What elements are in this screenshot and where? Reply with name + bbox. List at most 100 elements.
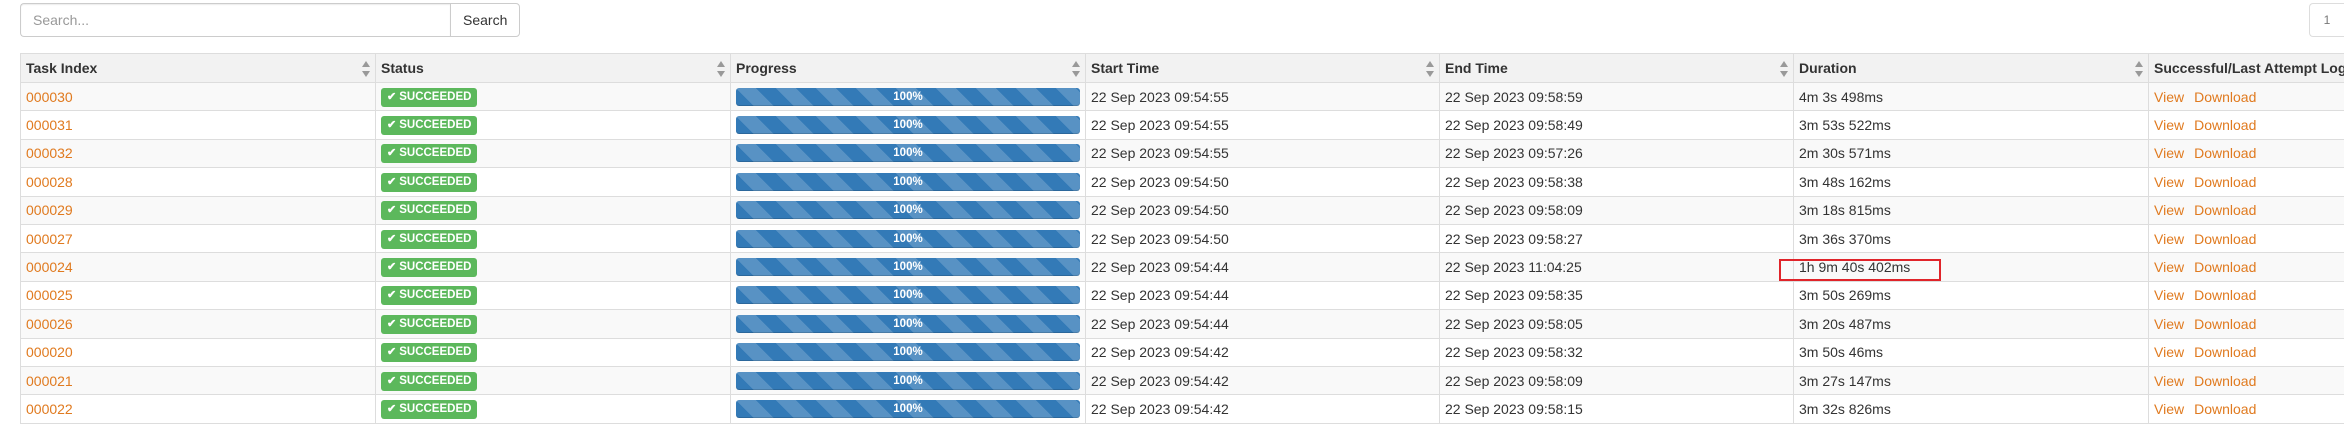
end-time-cell: 22 Sep 2023 09:58:27 <box>1440 224 1794 252</box>
download-log-link[interactable]: Download <box>2194 202 2256 218</box>
progress-label: 100% <box>736 372 1080 390</box>
task-index-link[interactable]: 000031 <box>26 117 73 133</box>
view-log-link[interactable]: View <box>2154 89 2184 105</box>
view-log-link[interactable]: View <box>2154 117 2184 133</box>
view-log-link[interactable]: View <box>2154 344 2184 360</box>
status-cell: ✔SUCCEEDED <box>376 366 731 394</box>
sort-icon[interactable] <box>1426 61 1434 77</box>
pagination-page-button[interactable]: 1 <box>2309 3 2344 37</box>
end-time-cell: 22 Sep 2023 09:57:26 <box>1440 139 1794 167</box>
column-header-task-index[interactable]: Task Index <box>21 54 376 83</box>
check-icon: ✔ <box>387 374 396 389</box>
download-log-link[interactable]: Download <box>2194 373 2256 389</box>
sort-icon[interactable] <box>362 61 370 77</box>
view-log-link[interactable]: View <box>2154 316 2184 332</box>
duration-cell: 3m 18s 815ms <box>1794 196 2149 224</box>
task-table: Task Index Status Progress Start Time En… <box>20 53 2344 424</box>
duration-cell: 2m 30s 571ms <box>1794 139 2149 167</box>
task-index-cell: 000029 <box>21 196 376 224</box>
download-log-link[interactable]: Download <box>2194 231 2256 247</box>
download-log-link[interactable]: Download <box>2194 145 2256 161</box>
column-header-duration[interactable]: Duration <box>1794 54 2149 83</box>
task-index-link[interactable]: 000021 <box>26 373 73 389</box>
status-badge: ✔SUCCEEDED <box>381 343 477 362</box>
status-label: SUCCEEDED <box>399 346 471 358</box>
column-header-start-time[interactable]: Start Time <box>1086 54 1440 83</box>
check-icon: ✔ <box>387 146 396 161</box>
download-log-link[interactable]: Download <box>2194 287 2256 303</box>
progress-bar: 100% <box>736 88 1080 106</box>
view-log-link[interactable]: View <box>2154 401 2184 417</box>
logs-cell: View Download <box>2149 196 2344 224</box>
task-index-link[interactable]: 000029 <box>26 202 73 218</box>
logs-cell: View Download <box>2149 366 2344 394</box>
sort-icon[interactable] <box>2135 61 2143 77</box>
task-index-link[interactable]: 000028 <box>26 174 73 190</box>
status-label: SUCCEEDED <box>399 147 471 159</box>
view-log-link[interactable]: View <box>2154 202 2184 218</box>
progress-cell: 100% <box>731 281 1086 309</box>
column-header-status[interactable]: Status <box>376 54 731 83</box>
progress-label: 100% <box>736 286 1080 304</box>
status-label: SUCCEEDED <box>399 403 471 415</box>
download-log-link[interactable]: Download <box>2194 259 2256 275</box>
status-cell: ✔SUCCEEDED <box>376 196 731 224</box>
column-header-progress[interactable]: Progress <box>731 54 1086 83</box>
status-cell: ✔SUCCEEDED <box>376 338 731 366</box>
column-header-label: Progress <box>736 60 797 76</box>
progress-cell: 100% <box>731 111 1086 139</box>
task-index-link[interactable]: 000032 <box>26 145 73 161</box>
status-cell: ✔SUCCEEDED <box>376 139 731 167</box>
status-label: SUCCEEDED <box>399 289 471 301</box>
check-icon: ✔ <box>387 288 396 303</box>
check-icon: ✔ <box>387 175 396 190</box>
download-log-link[interactable]: Download <box>2194 401 2256 417</box>
task-index-cell: 000030 <box>21 83 376 111</box>
task-index-link[interactable]: 000030 <box>26 89 73 105</box>
view-log-link[interactable]: View <box>2154 174 2184 190</box>
sort-icon[interactable] <box>1072 61 1080 77</box>
check-icon: ✔ <box>387 345 396 360</box>
search-button[interactable]: Search <box>450 3 520 37</box>
end-time-cell: 22 Sep 2023 09:58:32 <box>1440 338 1794 366</box>
status-badge: ✔SUCCEEDED <box>381 315 477 334</box>
progress-cell: 100% <box>731 338 1086 366</box>
sort-icon[interactable] <box>717 61 725 77</box>
download-log-link[interactable]: Download <box>2194 89 2256 105</box>
download-log-link[interactable]: Download <box>2194 344 2256 360</box>
download-log-link[interactable]: Download <box>2194 117 2256 133</box>
logs-cell: View Download <box>2149 168 2344 196</box>
task-index-link[interactable]: 000027 <box>26 231 73 247</box>
task-index-cell: 000031 <box>21 111 376 139</box>
progress-label: 100% <box>736 258 1080 276</box>
progress-bar: 100% <box>736 400 1080 418</box>
download-log-link[interactable]: Download <box>2194 316 2256 332</box>
view-log-link[interactable]: View <box>2154 231 2184 247</box>
view-log-link[interactable]: View <box>2154 145 2184 161</box>
status-badge: ✔SUCCEEDED <box>381 173 477 192</box>
check-icon: ✔ <box>387 90 396 105</box>
duration-cell: 3m 50s 269ms <box>1794 281 2149 309</box>
duration-cell: 3m 20s 487ms <box>1794 310 2149 338</box>
search-input[interactable] <box>20 3 450 37</box>
duration-cell: 3m 53s 522ms <box>1794 111 2149 139</box>
task-index-link[interactable]: 000024 <box>26 259 73 275</box>
status-label: SUCCEEDED <box>399 176 471 188</box>
task-index-link[interactable]: 000022 <box>26 401 73 417</box>
view-log-link[interactable]: View <box>2154 287 2184 303</box>
view-log-link[interactable]: View <box>2154 373 2184 389</box>
view-log-link[interactable]: View <box>2154 259 2184 275</box>
status-cell: ✔SUCCEEDED <box>376 111 731 139</box>
column-header-end-time[interactable]: End Time <box>1440 54 1794 83</box>
sort-icon[interactable] <box>1780 61 1788 77</box>
task-index-cell: 000022 <box>21 395 376 423</box>
task-index-link[interactable]: 000025 <box>26 287 73 303</box>
task-index-link[interactable]: 000020 <box>26 344 73 360</box>
download-log-link[interactable]: Download <box>2194 174 2256 190</box>
task-index-link[interactable]: 000026 <box>26 316 73 332</box>
